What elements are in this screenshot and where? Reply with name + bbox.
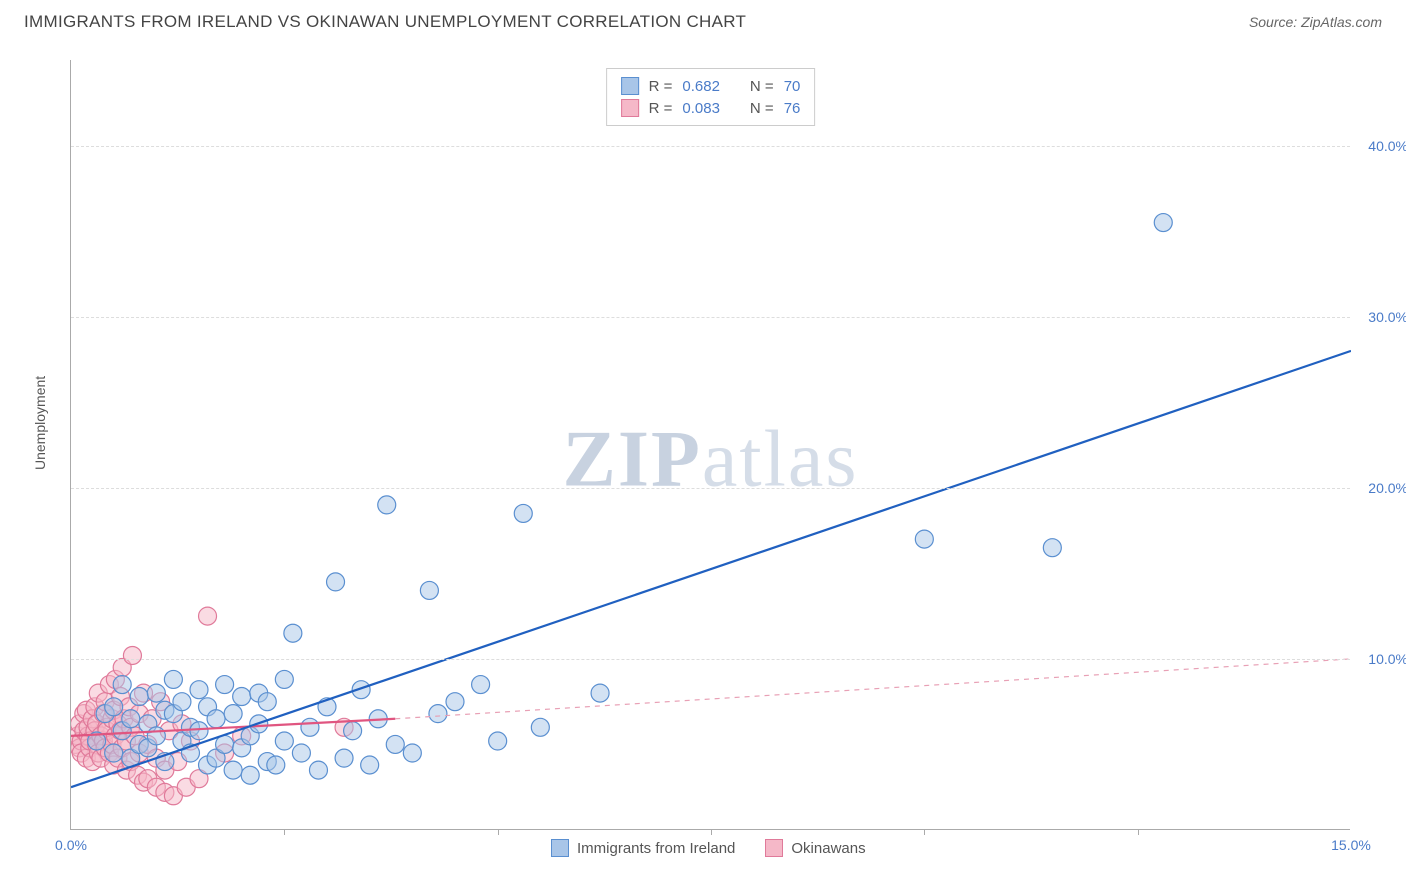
- swatch-blue-icon: [621, 77, 639, 95]
- point-ireland: [489, 732, 507, 750]
- point-ireland: [386, 735, 404, 753]
- plot-area: ZIPatlas R = 0.682 N = 70 R = 0.083 N = …: [70, 60, 1350, 830]
- point-ireland: [275, 732, 293, 750]
- legend-item-okinawans: Okinawans: [765, 839, 865, 857]
- regression-line: [71, 351, 1351, 787]
- x-tick-label: 0.0%: [55, 837, 87, 853]
- point-ireland: [309, 761, 327, 779]
- point-ireland: [275, 670, 293, 688]
- point-ireland: [327, 573, 345, 591]
- point-ireland: [105, 744, 123, 762]
- point-ireland: [514, 504, 532, 522]
- point-okinawan: [199, 607, 217, 625]
- swatch-blue-icon: [551, 839, 569, 857]
- scatter-svg: [71, 60, 1351, 830]
- stats-row-blue: R = 0.682 N = 70: [621, 75, 801, 97]
- legend-bottom: Immigrants from Ireland Okinawans: [551, 839, 866, 857]
- point-okinawan: [123, 646, 141, 664]
- y-tick-label: 40.0%: [1368, 138, 1406, 154]
- point-ireland: [258, 693, 276, 711]
- point-ireland: [207, 710, 225, 728]
- point-ireland: [531, 718, 549, 736]
- point-ireland: [420, 581, 438, 599]
- point-ireland: [361, 756, 379, 774]
- point-ireland: [344, 722, 362, 740]
- point-ireland: [267, 756, 285, 774]
- regression-line: [395, 659, 1351, 719]
- source-attribution: Source: ZipAtlas.com: [1249, 14, 1382, 30]
- point-ireland: [1043, 539, 1061, 557]
- point-ireland: [224, 761, 242, 779]
- point-ireland: [147, 684, 165, 702]
- point-ireland: [113, 676, 131, 694]
- point-ireland: [429, 705, 447, 723]
- point-ireland: [173, 693, 191, 711]
- point-ireland: [164, 670, 182, 688]
- chart-title: IMMIGRANTS FROM IRELAND VS OKINAWAN UNEM…: [24, 12, 746, 32]
- chart-container: Unemployment ZIPatlas R = 0.682 N = 70 R…: [50, 50, 1386, 860]
- point-ireland: [591, 684, 609, 702]
- y-tick-label: 10.0%: [1368, 651, 1406, 667]
- point-ireland: [190, 722, 208, 740]
- point-ireland: [472, 676, 490, 694]
- point-ireland: [233, 688, 251, 706]
- point-ireland: [335, 749, 353, 767]
- point-ireland: [224, 705, 242, 723]
- point-ireland: [241, 766, 259, 784]
- swatch-pink-icon: [765, 839, 783, 857]
- point-ireland: [216, 676, 234, 694]
- y-tick-label: 20.0%: [1368, 480, 1406, 496]
- y-tick-label: 30.0%: [1368, 309, 1406, 325]
- point-ireland: [105, 698, 123, 716]
- point-ireland: [301, 718, 319, 736]
- x-tick-label: 15.0%: [1331, 837, 1371, 853]
- stats-row-pink: R = 0.083 N = 76: [621, 97, 801, 119]
- point-ireland: [378, 496, 396, 514]
- y-axis-label: Unemployment: [32, 376, 48, 470]
- point-ireland: [284, 624, 302, 642]
- swatch-pink-icon: [621, 99, 639, 117]
- point-ireland: [915, 530, 933, 548]
- point-ireland: [190, 681, 208, 699]
- point-ireland: [446, 693, 464, 711]
- point-ireland: [130, 688, 148, 706]
- legend-item-ireland: Immigrants from Ireland: [551, 839, 735, 857]
- point-ireland: [1154, 214, 1172, 232]
- stats-box: R = 0.682 N = 70 R = 0.083 N = 76: [606, 68, 816, 126]
- point-ireland: [292, 744, 310, 762]
- title-bar: IMMIGRANTS FROM IRELAND VS OKINAWAN UNEM…: [0, 0, 1406, 40]
- point-ireland: [403, 744, 421, 762]
- point-ireland: [147, 727, 165, 745]
- point-ireland: [122, 710, 140, 728]
